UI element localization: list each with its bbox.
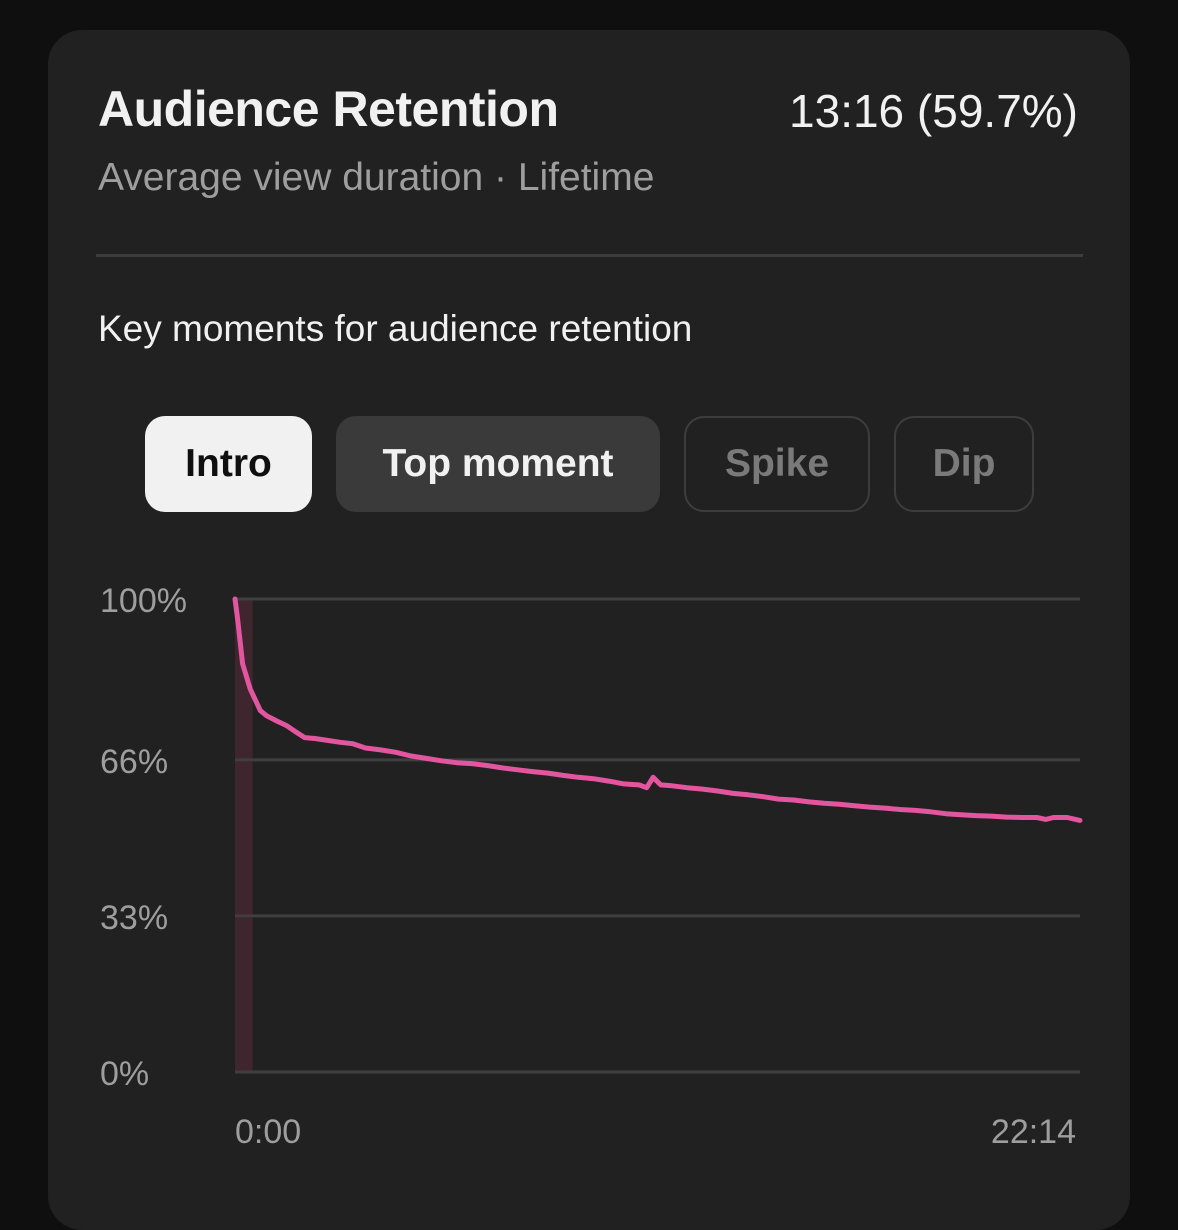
chip-spike-label: Spike [724, 442, 830, 485]
divider [96, 254, 1083, 257]
chip-spike: Spike [684, 416, 870, 512]
chip-top-moment[interactable]: Top moment [336, 416, 660, 512]
x-axis-end-label: 22:14 [991, 1113, 1076, 1151]
chip-intro[interactable]: Intro [145, 416, 312, 512]
x-axis-start-label: 0:00 [235, 1113, 301, 1151]
retention-line [232, 596, 1083, 823]
chip-top-moment-label: Top moment [382, 442, 614, 485]
y-tick-label-0: 0% [100, 1055, 149, 1093]
retention-chart: 100% 66% 33% 0% 0:00 22:14 [100, 582, 1083, 1151]
card-subtitle: Average view duration · Lifetime [98, 156, 655, 199]
average-view-duration-value: 13:16 (59.7%) [789, 85, 1078, 137]
y-tick-label-66: 66% [100, 743, 168, 781]
chip-intro-label: Intro [185, 442, 272, 485]
y-tick-label-33: 33% [100, 899, 168, 937]
chip-dip: Dip [894, 416, 1034, 512]
y-tick-label-100: 100% [100, 582, 187, 620]
intro-highlight-band [235, 599, 253, 1072]
chip-dip-label: Dip [932, 442, 996, 485]
card-title: Audience Retention [98, 81, 559, 137]
key-moments-title: Key moments for audience retention [98, 308, 693, 349]
retention-card [48, 30, 1130, 1230]
